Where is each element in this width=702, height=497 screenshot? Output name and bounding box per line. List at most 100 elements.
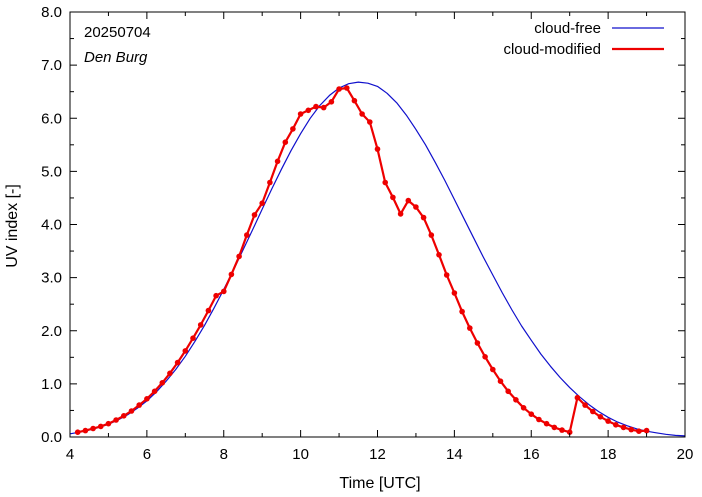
data-point-cloud-modified (305, 107, 312, 114)
y-tick-label: 1.0 (41, 376, 62, 393)
x-tick-label: 16 (523, 446, 540, 463)
data-point-cloud-modified (428, 232, 435, 238)
data-point-cloud-modified (228, 271, 235, 278)
y-tick-label: 8.0 (41, 4, 62, 21)
data-point-cloud-modified (597, 414, 604, 420)
data-point-cloud-modified (482, 354, 488, 360)
x-tick-label: 4 (66, 446, 74, 463)
data-point-cloud-modified (359, 111, 365, 117)
x-tick-label: 18 (600, 446, 617, 463)
data-point-cloud-modified (436, 252, 442, 258)
data-point-cloud-modified (313, 103, 319, 110)
data-point-cloud-modified (405, 197, 412, 204)
x-tick-label: 12 (369, 446, 386, 463)
data-point-cloud-modified (190, 335, 196, 342)
data-point-cloud-modified (543, 420, 550, 427)
data-point-cloud-modified (528, 411, 535, 418)
data-point-cloud-modified (351, 97, 358, 104)
x-tick-label: 10 (292, 446, 309, 463)
x-tick-label: 20 (677, 446, 694, 463)
y-tick-label: 6.0 (41, 110, 62, 127)
data-point-cloud-modified (336, 86, 342, 92)
data-point-cloud-modified (121, 413, 127, 419)
legend-label-cloud-free: cloud-free (534, 20, 601, 37)
data-point-cloud-modified (620, 424, 627, 431)
data-point-cloud-modified (582, 402, 588, 408)
data-point-cloud-modified (574, 394, 581, 401)
data-point-cloud-modified (459, 308, 465, 315)
data-point-cloud-modified (182, 348, 189, 354)
data-point-cloud-modified (390, 194, 396, 201)
data-point-cloud-modified (467, 325, 473, 331)
data-point-cloud-modified (344, 85, 350, 91)
data-point-cloud-modified (328, 99, 335, 105)
data-point-cloud-modified (90, 425, 96, 432)
axis-ticks: 4 6 8 10 12 14 16 18 20 0.0 1.0 2.0 3.0 4.0 5.0 6.0 7.0 8… (41, 4, 693, 463)
data-point-cloud-modified (136, 402, 142, 408)
data-point-cloud-modified (74, 429, 81, 436)
data-point-cloud-modified (274, 158, 281, 165)
data-point-cloud-modified (297, 111, 304, 117)
data-point-cloud-modified (643, 427, 650, 434)
data-point-cloud-modified (174, 359, 181, 366)
data-point-cloud-modified (98, 423, 104, 430)
data-point-cloud-modified (320, 104, 327, 111)
data-point-cloud-modified (397, 211, 404, 217)
data-point-cloud-modified (474, 340, 481, 346)
plot-area (69, 11, 686, 438)
y-tick-label: 4.0 (41, 217, 62, 234)
data-point-cloud-modified (167, 370, 173, 377)
data-point-cloud-modified (267, 179, 273, 186)
data-point-cloud-modified (151, 388, 158, 395)
data-point-cloud-modified (628, 426, 634, 433)
y-tick-label: 5.0 (41, 163, 62, 180)
data-point-cloud-modified (251, 212, 258, 218)
data-point-cloud-modified (566, 429, 573, 436)
data-point-cloud-modified (420, 214, 427, 221)
data-point-cloud-modified (590, 408, 596, 415)
data-point-cloud-modified (236, 253, 242, 260)
data-point-cloud-modified (443, 272, 450, 278)
data-point-cloud-modified (451, 290, 458, 296)
data-point-cloud-modified (490, 366, 496, 373)
x-tick-label: 14 (446, 446, 463, 463)
data-point-cloud-modified (259, 200, 266, 206)
y-tick-label: 2.0 (41, 323, 62, 340)
legend-label-cloud-modified: cloud-modified (503, 41, 601, 58)
y-tick-label: 0.0 (41, 429, 62, 446)
data-point-cloud-modified (144, 396, 150, 402)
x-tick-label: 8 (220, 446, 228, 463)
data-point-cloud-modified (497, 378, 504, 385)
data-point-cloud-modified (413, 204, 419, 210)
data-point-cloud-modified (244, 232, 250, 238)
data-point-cloud-modified (520, 405, 527, 411)
data-point-cloud-modified (82, 427, 89, 434)
data-point-cloud-modified (536, 416, 542, 423)
data-point-cloud-modified (382, 179, 389, 186)
data-point-cloud-modified (282, 139, 289, 145)
data-point-cloud-modified (367, 119, 373, 125)
data-point-cloud-modified (159, 380, 166, 386)
data-point-cloud-modified (205, 307, 212, 314)
plot-frame (69, 11, 686, 438)
date-annotation: 20250704 (84, 24, 151, 41)
x-axis-title: Time [UTC] (339, 475, 420, 492)
data-point-cloud-modified (505, 388, 512, 395)
data-point-cloud-modified (221, 288, 227, 295)
location-annotation: Den Burg (84, 49, 148, 66)
data-point-cloud-modified (374, 146, 381, 152)
y-tick-label: 3.0 (41, 270, 62, 287)
data-point-cloud-modified (290, 126, 296, 132)
data-point-cloud-modified (559, 427, 565, 433)
y-axis-title: UV index [-] (4, 184, 21, 268)
data-point-cloud-modified (105, 420, 112, 427)
data-point-cloud-modified (113, 417, 119, 423)
data-point-cloud-modified (513, 397, 519, 403)
data-point-cloud-modified (605, 418, 611, 424)
data-point-cloud-modified (636, 428, 642, 435)
y-tick-label: 7.0 (41, 57, 62, 74)
legend: cloud-free cloud-modified (503, 20, 664, 58)
data-point-cloud-modified (128, 408, 135, 414)
data-point-cloud-modified (551, 424, 558, 431)
